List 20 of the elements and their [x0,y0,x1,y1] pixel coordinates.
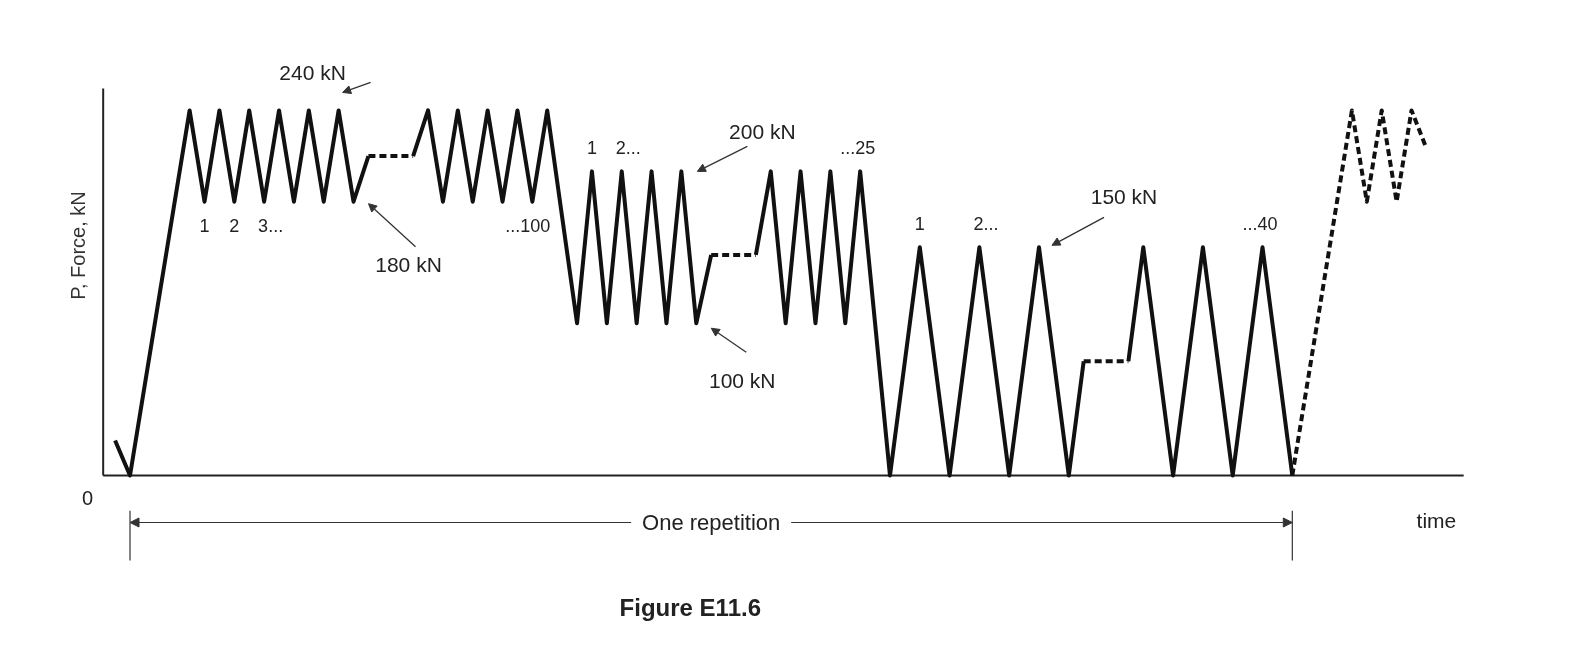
annotation: 2... [973,213,999,234]
annotation: 100 kN [708,368,776,392]
annotation: ...100 [505,216,551,237]
annotation: 2 [229,216,240,237]
annotation: 150 kN [1090,184,1158,208]
annotation: 200 kN [729,119,796,143]
annotation: ...25 [840,137,876,158]
annotation: 2... [615,137,641,158]
annotation: 1 [199,216,210,237]
annotation: 1 [914,213,925,234]
annotation: 3... [258,216,284,237]
annotation: 180 kN [375,253,442,277]
x-axis-title: time [1416,509,1457,532]
text: One repetition [642,510,781,535]
text: 0 [82,487,94,510]
y-axis-title: P, Force, kN [67,191,90,300]
annotation: 1 [586,137,597,158]
text: 240 kN [279,60,346,84]
annotation: ...40 [1242,213,1278,234]
text: Figure E11.6 [619,594,761,621]
